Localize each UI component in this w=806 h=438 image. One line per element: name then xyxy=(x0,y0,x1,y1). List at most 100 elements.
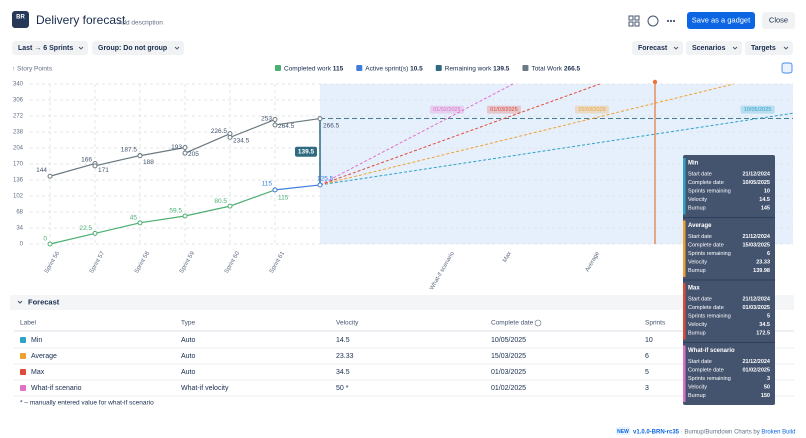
cell-date: 10/05/2025 xyxy=(491,337,526,344)
point xyxy=(272,122,278,128)
point-label: 234.5 xyxy=(233,137,250,144)
panel-value: 01/02/2025 xyxy=(742,367,770,373)
add-description[interactable]: Add description xyxy=(118,20,163,27)
collapse-icon[interactable] xyxy=(17,300,23,304)
logo xyxy=(12,11,29,28)
point-label: 266.5 xyxy=(323,122,340,129)
forecast-line xyxy=(319,83,600,186)
new-badge xyxy=(616,427,630,435)
panel-field: Sprints remaining xyxy=(688,251,731,257)
footer-text: v1.0.0-BRN-rc35 · Burnup/Burndown Charts… xyxy=(633,429,795,435)
footnote: * – manually entered value for what-if s… xyxy=(20,400,154,407)
save-label[interactable]: Save as a gadget xyxy=(692,15,751,24)
cell-type: What-if velocity xyxy=(181,385,229,392)
cell-type: Auto xyxy=(181,353,196,360)
panel-value: 6 xyxy=(767,251,770,257)
panel-field: Complete date xyxy=(688,180,724,186)
panel-value: 150 xyxy=(761,393,770,399)
point-label: 205 xyxy=(188,151,199,158)
legend-swatch xyxy=(356,65,363,71)
forecast-label[interactable]: Forecast xyxy=(638,45,668,52)
point xyxy=(92,163,98,169)
point-label: 144 xyxy=(36,167,47,174)
date-label: 01/02/2025 xyxy=(433,107,461,113)
point-label: 187.5 xyxy=(121,146,138,153)
forecast-line xyxy=(319,83,514,186)
y-axis-label: ↑ Story Points xyxy=(12,66,53,73)
point xyxy=(137,153,143,159)
cell-velocity: 23.33 xyxy=(336,353,354,360)
y-tick-label: 306 xyxy=(13,98,24,104)
close-button[interactable] xyxy=(762,12,795,29)
y-tick-label: 102 xyxy=(13,194,24,200)
cell-sprints: 5 xyxy=(645,369,649,376)
panel-field: Complete date xyxy=(688,367,724,373)
point xyxy=(47,241,53,247)
tooltip-panel: Min Start date 21/12/2024 Complete date 10/0… xyxy=(683,155,775,405)
cell-velocity: 50 * xyxy=(336,385,349,392)
legend-value: 115 xyxy=(333,65,344,72)
column-header: Sprints xyxy=(645,320,666,327)
panel-value: 10 xyxy=(764,188,770,194)
point-label: 171 xyxy=(98,167,109,174)
panel-value: 34.5 xyxy=(759,322,770,328)
point xyxy=(182,213,188,219)
point xyxy=(137,220,143,226)
range-label[interactable]: Last → 6 Sprints xyxy=(18,45,73,52)
legend-item: Active sprint(s) 10.5 xyxy=(365,65,423,72)
panel-field: Complete date xyxy=(688,305,724,311)
scenarios-button[interactable] xyxy=(686,41,742,55)
color-swatch xyxy=(20,369,26,375)
y-tick-label: 68 xyxy=(16,210,23,216)
forecast-table: Label Type Velocity Complete date Sprints Min… xyxy=(14,319,794,397)
group-label[interactable]: Group: Do not group xyxy=(98,45,167,52)
panel-value: 145 xyxy=(761,205,770,211)
panel-heading: Average xyxy=(688,223,712,229)
remaining-badge xyxy=(295,146,317,157)
panel-field: Velocity xyxy=(688,384,707,390)
panel-color-bar xyxy=(683,158,686,215)
panel-field: Burnup xyxy=(688,330,706,336)
point-label: 264.5 xyxy=(278,123,295,130)
version: v1.0.0-BRN-rc35 xyxy=(633,429,680,435)
legend-name: Total Work xyxy=(531,65,562,72)
forecast-button[interactable] xyxy=(632,41,683,55)
icons[interactable] xyxy=(628,15,676,27)
legend-item: Completed work 115 xyxy=(284,65,344,72)
cell-date: 01/03/2025 xyxy=(491,369,526,376)
credit-link[interactable]: Broken Build xyxy=(761,429,795,435)
y-tick-label: 204 xyxy=(13,146,24,152)
date-label-bg xyxy=(429,105,464,114)
scenarios-label[interactable]: Scenarios xyxy=(692,45,726,52)
targets-button[interactable] xyxy=(745,41,793,55)
group-button[interactable] xyxy=(92,41,184,55)
panel-heading: What-if scenario xyxy=(688,348,735,354)
cell-label: Average xyxy=(31,353,57,360)
color-swatch xyxy=(20,353,26,359)
point-label: 45 xyxy=(130,215,138,222)
panel-value: 15/03/2025 xyxy=(742,242,770,248)
save-button[interactable] xyxy=(687,12,755,29)
range-button[interactable] xyxy=(12,41,88,55)
point xyxy=(317,116,323,122)
remaining-label: 139.5 xyxy=(298,148,315,155)
panel-field: Start date xyxy=(688,296,712,302)
panel-color-bar xyxy=(683,345,686,402)
legend-item: Remaining work 139.5 xyxy=(445,65,510,72)
forecast-header-bg xyxy=(10,295,794,310)
date-label: 15/03/2025 xyxy=(578,107,606,113)
logo-text: BR xyxy=(16,15,25,21)
panel-value: 21/12/2024 xyxy=(742,234,770,240)
point xyxy=(317,182,323,188)
targets-label[interactable]: Targets xyxy=(751,45,776,52)
panel-value: 01/03/2025 xyxy=(742,305,770,311)
close-label[interactable]: Close xyxy=(769,15,788,24)
panel-field: Sprints remaining xyxy=(688,376,731,382)
y-tick-label: 170 xyxy=(13,162,24,168)
point-label: 193 xyxy=(171,144,182,151)
point-label: 166 xyxy=(81,157,92,164)
y-tick-label: 0 xyxy=(20,242,24,248)
cell-sprints: 10 xyxy=(645,337,653,344)
expand-icon[interactable] xyxy=(781,62,793,74)
panel-field: Start date xyxy=(688,171,712,177)
